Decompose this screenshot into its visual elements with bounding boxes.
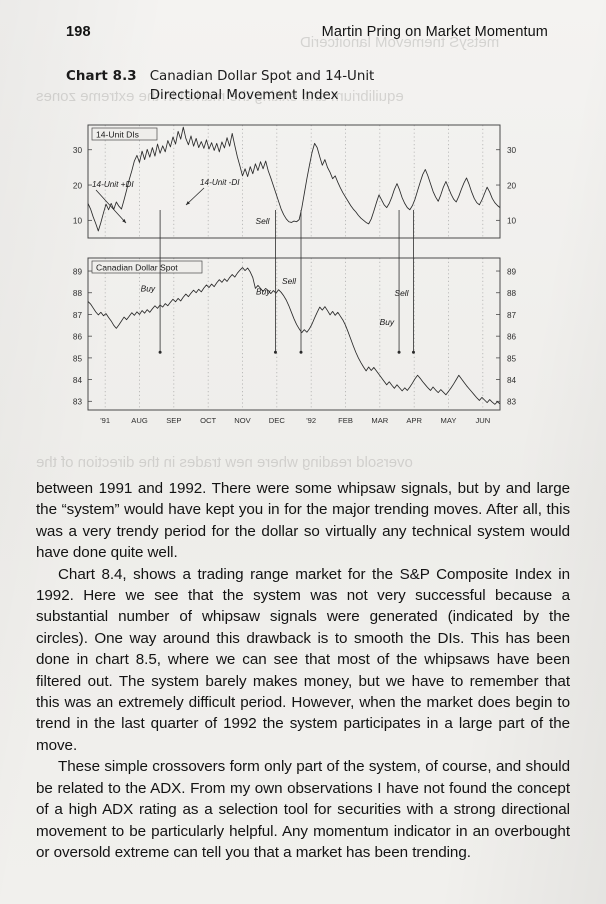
svg-text:84: 84: [73, 376, 83, 385]
running-head: 198 Martin Pring on Market Momentum: [0, 24, 606, 46]
body-paragraph-3: These simple crossovers form only part o…: [36, 758, 570, 861]
svg-text:88: 88: [73, 289, 83, 298]
svg-text:AUG: AUG: [131, 416, 148, 425]
svg-text:Buy: Buy: [380, 317, 395, 327]
svg-text:Sell: Sell: [255, 216, 270, 226]
bleed-through-line-3: oversold reading where new trades in the…: [36, 454, 413, 471]
svg-text:Buy: Buy: [256, 286, 271, 296]
svg-text:83: 83: [507, 398, 517, 407]
svg-text:85: 85: [73, 354, 83, 363]
svg-text:89: 89: [73, 267, 83, 276]
svg-text:85: 85: [507, 354, 517, 363]
svg-text:APR: APR: [406, 416, 422, 425]
chart-svg: 10 10 20 20 30 30 14-Unit DIs 83 83 84 84 85 85 86 86 8…: [73, 124, 517, 425]
svg-text:87: 87: [507, 311, 517, 320]
svg-text:83: 83: [73, 398, 83, 407]
svg-text:MAR: MAR: [371, 416, 388, 425]
svg-text:86: 86: [73, 333, 83, 342]
chart-caption-line-1: Canadian Dollar Spot and 14-Unit: [149, 69, 375, 84]
svg-text:14-Unit +DI: 14-Unit +DI: [92, 180, 134, 189]
svg-text:DEC: DEC: [269, 416, 286, 425]
body-paragraph-2: Chart 8.4, shows a trading range market …: [36, 565, 570, 754]
svg-text:20: 20: [507, 181, 517, 190]
page-number: 198: [66, 24, 91, 40]
body-text: between 1991 and 1992. There were some w…: [36, 478, 570, 863]
body-paragraph-1: between 1991 and 1992. There were some w…: [36, 480, 570, 562]
svg-text:10: 10: [507, 217, 517, 226]
svg-text:JUN: JUN: [475, 416, 490, 425]
svg-text:Canadian Dollar Spot: Canadian Dollar Spot: [96, 262, 178, 272]
svg-text:86: 86: [507, 333, 517, 342]
running-title: Martin Pring on Market Momentum: [321, 24, 548, 40]
svg-text:MAY: MAY: [441, 416, 457, 425]
svg-text:NOV: NOV: [234, 416, 251, 425]
svg-text:14-Unit DIs: 14-Unit DIs: [96, 129, 139, 139]
svg-text:84: 84: [507, 376, 517, 385]
svg-text:30: 30: [507, 146, 517, 155]
svg-text:Sell: Sell: [282, 276, 297, 286]
svg-text:'91: '91: [100, 416, 110, 425]
chart-caption-number: Chart 8.3: [66, 69, 137, 84]
svg-text:89: 89: [507, 267, 517, 276]
chart-caption-line-2: Directional Movement Index: [149, 87, 339, 103]
svg-text:Buy: Buy: [141, 283, 156, 293]
svg-text:88: 88: [507, 289, 517, 298]
svg-text:14-Unit -DI: 14-Unit -DI: [200, 178, 240, 187]
svg-text:'92: '92: [306, 416, 316, 425]
svg-text:30: 30: [73, 146, 83, 155]
chart-caption: Chart 8.3 Canadian Dollar Spot and 14-Uni…: [66, 68, 506, 105]
svg-text:20: 20: [73, 181, 83, 190]
svg-text:Sell: Sell: [395, 288, 410, 298]
svg-text:87: 87: [73, 311, 83, 320]
chart-figure: 10 10 20 20 30 30 14-Unit DIs 83 83 84 84 85 85 86 86 8…: [60, 120, 530, 450]
svg-text:OCT: OCT: [200, 416, 216, 425]
svg-text:10: 10: [73, 217, 83, 226]
svg-text:SEP: SEP: [166, 416, 181, 425]
svg-text:FEB: FEB: [338, 416, 353, 425]
